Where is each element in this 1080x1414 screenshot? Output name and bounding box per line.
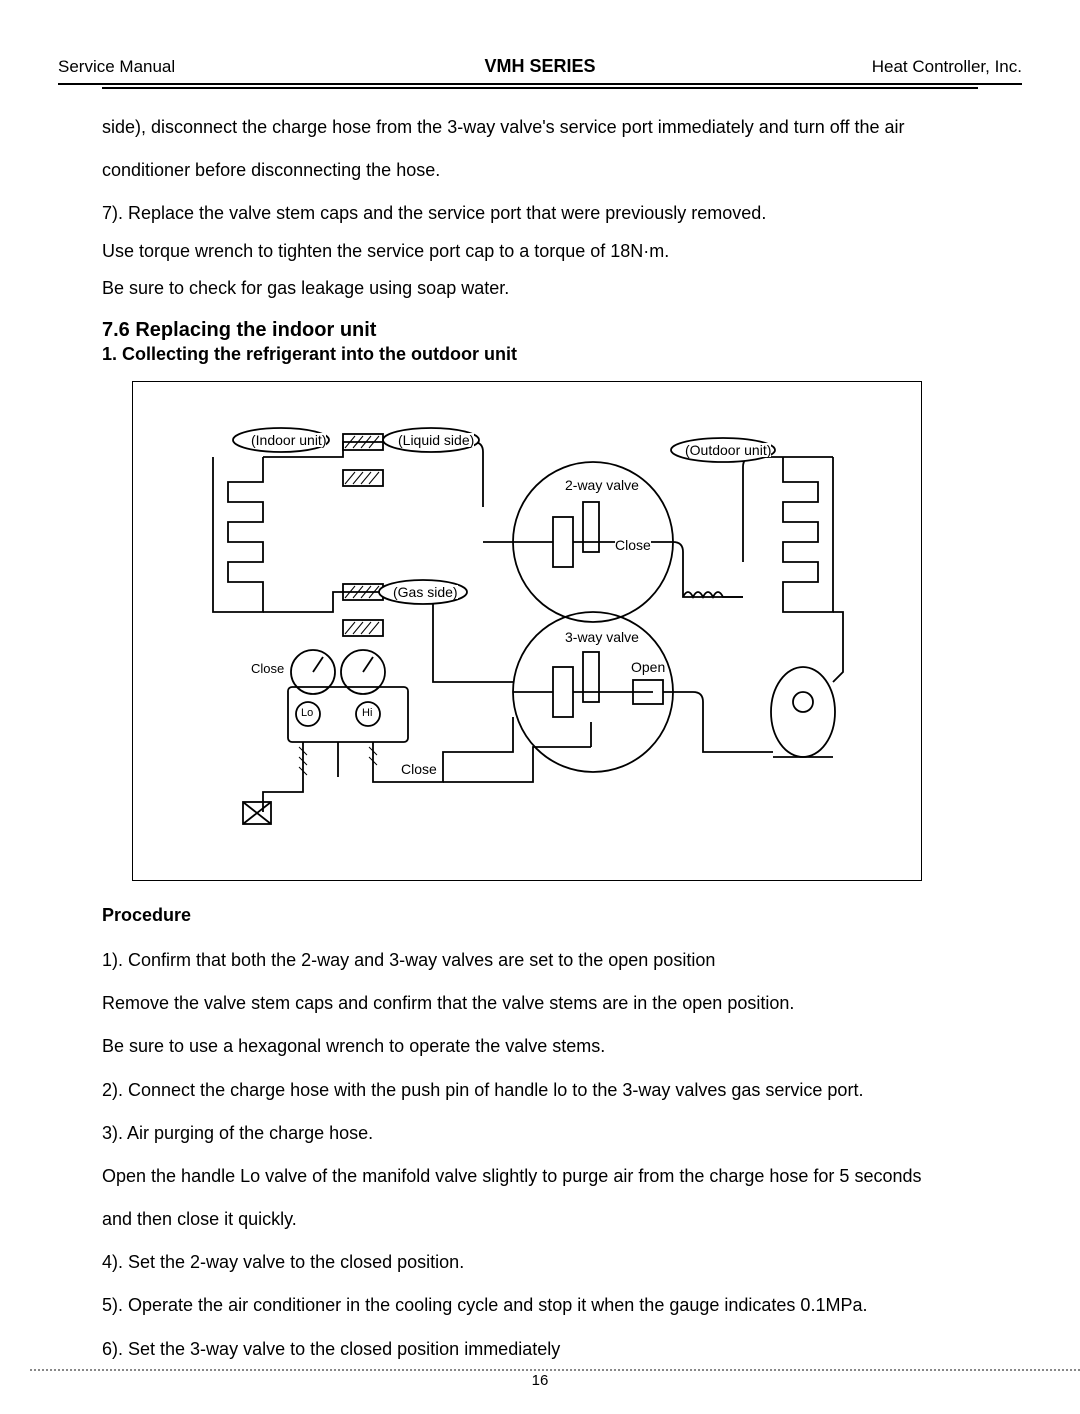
paragraph: Use torque wrench to tighten the service…	[102, 239, 978, 264]
figure-label: (Gas side)	[393, 585, 458, 599]
figure-label: (Outdoor unit)	[685, 443, 771, 457]
paragraph: Be sure to check for gas leakage using s…	[102, 276, 978, 301]
procedure-step: 1). Confirm that both the 2-way and 3-wa…	[102, 948, 978, 973]
figure: (Indoor unit) (Liquid side) (Outdoor uni…	[132, 381, 922, 881]
section-heading: 7.6 Replacing the indoor unit	[102, 319, 978, 342]
page-header: Service Manual VMH SERIES Heat Controlle…	[58, 56, 1022, 85]
figure-label: (Liquid side)	[398, 433, 474, 447]
header-right: Heat Controller, Inc.	[701, 57, 1022, 77]
figure-svg	[133, 382, 923, 882]
paragraph: conditioner before disconnecting the hos…	[102, 158, 978, 183]
figure-label: Hi	[362, 708, 372, 719]
figure-label: (Indoor unit)	[251, 433, 326, 447]
figure-label: Close	[615, 538, 651, 552]
procedure-step: Remove the valve stem caps and confirm t…	[102, 991, 978, 1016]
page-number: 16	[0, 1372, 1080, 1389]
figure-label: Close	[401, 762, 437, 776]
procedure-step: Open the handle Lo valve of the manifold…	[102, 1164, 978, 1189]
figure-label: 2-way valve	[565, 478, 639, 492]
footer-dotted-line	[30, 1369, 1080, 1371]
procedure-step: 4). Set the 2-way valve to the closed po…	[102, 1250, 978, 1275]
procedure-heading: Procedure	[102, 905, 978, 926]
figure-label: Close	[251, 662, 284, 675]
paragraph: side), disconnect the charge hose from t…	[102, 115, 978, 140]
procedure-step: 2). Connect the charge hose with the pus…	[102, 1078, 978, 1103]
sub-heading: 1. Collecting the refrigerant into the o…	[102, 344, 978, 365]
figure-label: Lo	[301, 708, 313, 719]
header-center: VMH SERIES	[379, 56, 700, 77]
procedure-step: 3). Air purging of the charge hose.	[102, 1121, 978, 1146]
procedure-step: and then close it quickly.	[102, 1207, 978, 1232]
procedure-step: 5). Operate the air conditioner in the c…	[102, 1293, 978, 1318]
procedure-step: Be sure to use a hexagonal wrench to ope…	[102, 1034, 978, 1059]
content: side), disconnect the charge hose from t…	[58, 89, 1022, 1362]
figure-label: Open	[631, 660, 665, 674]
page: Service Manual VMH SERIES Heat Controlle…	[0, 0, 1080, 1414]
paragraph: 7). Replace the valve stem caps and the …	[102, 201, 978, 226]
procedure-step: 6). Set the 3-way valve to the closed po…	[102, 1337, 978, 1362]
header-left: Service Manual	[58, 57, 379, 77]
figure-label: 3-way valve	[565, 630, 639, 644]
